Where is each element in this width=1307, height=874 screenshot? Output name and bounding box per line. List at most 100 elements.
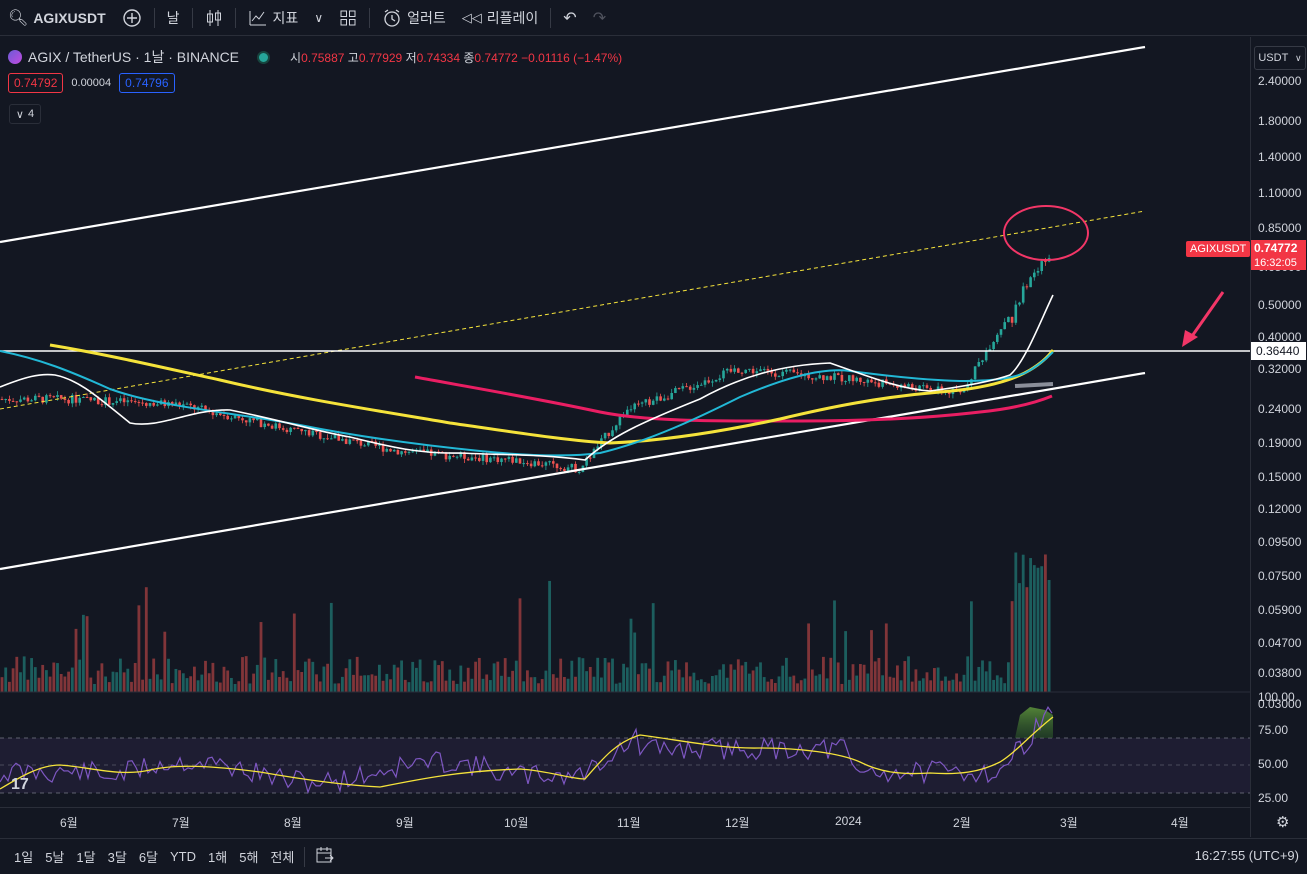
- volume-bar: [218, 682, 222, 692]
- volume-bar: [688, 676, 692, 692]
- candle-body: [481, 453, 485, 461]
- dashed-trendline[interactable]: [0, 210, 1146, 410]
- volume-bar: [281, 671, 285, 692]
- undo-icon: ↶: [563, 9, 577, 27]
- indicators-button[interactable]: 지표: [240, 0, 307, 36]
- candle-body: [811, 378, 814, 380]
- volume-bar: [503, 658, 507, 692]
- candle-body: [1040, 261, 1043, 272]
- candle-body: [910, 384, 914, 389]
- candle-body: [947, 391, 951, 395]
- volume-bar: [766, 681, 770, 692]
- volume-bar: [222, 666, 226, 692]
- replay-button[interactable]: ◁◁ 리플레이: [454, 0, 547, 36]
- channel-lower-line[interactable]: [0, 371, 1146, 571]
- chart-type-button[interactable]: [197, 0, 231, 36]
- range-6m[interactable]: 6달: [138, 850, 159, 865]
- volume-bar: [130, 681, 133, 692]
- settings-gear-icon[interactable]: ⚙: [1276, 814, 1290, 831]
- interval-button[interactable]: 날: [159, 0, 188, 36]
- volume-bar: [970, 601, 973, 692]
- price-axis[interactable]: [1250, 37, 1307, 837]
- volume-bar: [640, 663, 644, 692]
- market-status-icon[interactable]: [257, 50, 271, 64]
- candle-body: [37, 395, 41, 397]
- goto-date-button[interactable]: [309, 846, 341, 867]
- range-5y[interactable]: 5해: [239, 850, 259, 865]
- volume-bar: [944, 676, 947, 692]
- horizontal-line-price-tag: 0.36440: [1251, 342, 1306, 360]
- clock-timezone[interactable]: 16:27:55 (UTC+9): [1194, 848, 1299, 863]
- range-3m[interactable]: 3달: [107, 850, 127, 865]
- high-label: 고: [347, 50, 359, 65]
- volume-bar: [211, 662, 215, 692]
- legend-title[interactable]: AGIX / TetherUS · 1날 · BINANCE: [28, 49, 240, 65]
- candle-body: [433, 451, 437, 456]
- range-all[interactable]: 전체: [270, 850, 295, 865]
- range-1m[interactable]: 1달: [76, 850, 96, 865]
- range-ytd[interactable]: YTD: [170, 849, 197, 864]
- redo-button[interactable]: ↷: [585, 0, 614, 36]
- candle-body: [529, 463, 533, 467]
- candle-body: [785, 369, 788, 372]
- volume-bar: [45, 670, 48, 692]
- volume-bar: [825, 678, 829, 692]
- annotation-circle[interactable]: [1003, 205, 1089, 261]
- price-label: 0.15000: [1258, 470, 1302, 484]
- sell-button[interactable]: 0.74792: [8, 73, 64, 93]
- candle-body: [322, 438, 326, 440]
- buy-button[interactable]: 0.74796: [119, 73, 175, 93]
- volume-bar: [396, 667, 400, 692]
- last-price-tag: 0.74772 16:32:05: [1251, 240, 1306, 270]
- annotation-arrow[interactable]: [1188, 291, 1225, 340]
- time-axis[interactable]: [0, 807, 1250, 838]
- symbol-search[interactable]: 🔍︎ AGIXUSDT: [0, 0, 114, 36]
- volume-bar: [884, 623, 888, 692]
- layouts-button[interactable]: [331, 0, 365, 36]
- candle-body: [119, 398, 122, 402]
- volume-bar: [0, 677, 4, 692]
- alert-button[interactable]: 얼러트: [374, 0, 454, 36]
- candle-body: [1025, 286, 1029, 288]
- undo-button[interactable]: ↶: [555, 0, 584, 36]
- candle-body: [204, 405, 207, 410]
- bar-countdown: 16:32:05: [1254, 257, 1297, 269]
- candle-body: [315, 430, 318, 433]
- candle-body: [67, 399, 70, 404]
- volume-bar: [522, 681, 526, 692]
- volume-bar: [141, 679, 144, 692]
- chart-canvas[interactable]: [0, 37, 1250, 845]
- month-label: 9월: [396, 816, 414, 830]
- range-5d[interactable]: 5날: [45, 850, 65, 865]
- compare-button[interactable]: [114, 0, 150, 36]
- candle-body: [156, 404, 159, 406]
- volume-bar: [459, 665, 463, 692]
- candle-body: [796, 372, 799, 374]
- volume-bar: [448, 669, 452, 692]
- symbol-name: AGIXUSDT: [33, 9, 106, 26]
- candle-body: [999, 329, 1003, 335]
- candle-body: [100, 404, 104, 406]
- volume-bar: [337, 683, 341, 692]
- candle-body: [252, 418, 255, 421]
- range-1d[interactable]: 1일: [14, 850, 34, 865]
- tradingview-logo-icon[interactable]: 17: [11, 776, 29, 793]
- volume-bar: [851, 664, 855, 692]
- chart-legend: AGIX / TetherUS · 1날 · BINANCE 시0.75887 …: [8, 47, 622, 67]
- volume-bar: [596, 657, 600, 692]
- indicator-templates-dropdown[interactable]: ∨: [306, 0, 331, 36]
- search-icon: 🔍︎: [8, 9, 29, 27]
- range-1y[interactable]: 1해: [208, 850, 228, 865]
- volume-bar: [662, 675, 666, 692]
- volume-bar: [751, 670, 755, 692]
- indicators-collapse-button[interactable]: ∨ 4: [9, 104, 41, 124]
- volume-bar: [614, 683, 618, 692]
- separator: [153, 7, 155, 28]
- channel-upper-line[interactable]: [0, 45, 1146, 244]
- month-label: 8월: [284, 816, 302, 830]
- volume-bar: [592, 676, 596, 692]
- volume-bar: [400, 660, 403, 692]
- volume-bar: [189, 676, 193, 692]
- currency-button[interactable]: USDT ∨: [1254, 46, 1306, 70]
- candle-body: [614, 425, 618, 431]
